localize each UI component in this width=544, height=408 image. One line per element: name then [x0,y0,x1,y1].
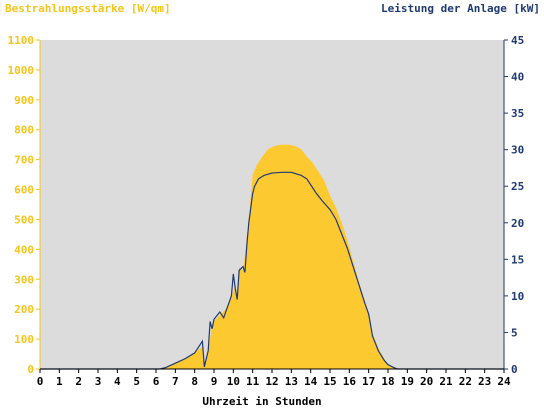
right-tick-label: 0 [511,363,518,376]
x-tick-label: 13 [285,375,298,388]
x-tick-label: 22 [459,375,472,388]
right-tick-label: 35 [511,107,524,120]
x-tick-label: 11 [246,375,260,388]
tick-label-layer: 0100200300400500600700800900100011000510… [8,34,525,388]
left-tick-label: 1100 [8,34,35,47]
right-tick-label: 45 [511,34,524,47]
left-tick-label: 0 [27,363,34,376]
x-tick-label: 3 [95,375,102,388]
left-tick-label: 600 [14,184,34,197]
x-tick-label: 9 [211,375,218,388]
right-axis-title: Leistung der Anlage [kW] [381,2,540,15]
left-tick-label: 1000 [8,64,35,77]
right-tick-label: 20 [511,217,524,230]
left-tick-label: 800 [14,124,34,137]
x-tick-label: 5 [133,375,140,388]
right-tick-label: 10 [511,290,524,303]
x-tick-label: 20 [420,375,433,388]
right-tick-label: 5 [511,326,518,339]
left-tick-label: 400 [14,243,34,256]
x-tick-label: 21 [439,375,453,388]
x-tick-label: 2 [75,375,82,388]
left-tick-label: 200 [14,303,34,316]
x-tick-label: 1 [56,375,63,388]
x-tick-label: 10 [227,375,240,388]
x-tick-label: 24 [497,375,511,388]
axis-layer [36,39,508,373]
x-tick-label: 18 [381,375,394,388]
left-tick-label: 100 [14,333,34,346]
left-tick-label: 700 [14,154,34,167]
left-tick-label: 900 [14,94,34,107]
x-axis-title: Uhrzeit in Stunden [202,395,321,408]
x-tick-label: 14 [304,375,318,388]
right-tick-label: 25 [511,180,524,193]
x-tick-label: 23 [478,375,491,388]
x-tick-label: 0 [37,375,44,388]
left-tick-label: 500 [14,213,34,226]
series-layer [40,144,504,370]
left-tick-label: 300 [14,273,34,286]
x-tick-label: 17 [362,375,375,388]
series-area-irradiance [40,144,504,369]
x-tick-label: 19 [401,375,414,388]
x-tick-label: 15 [323,375,336,388]
x-tick-label: 6 [153,375,160,388]
x-tick-label: 8 [191,375,198,388]
right-tick-label: 30 [511,144,524,157]
series-line-power [40,171,504,370]
right-tick-label: 15 [511,253,524,266]
left-axis-title: Bestrahlungsstärke [W/qm] [5,2,171,15]
x-tick-label: 16 [343,375,357,388]
x-tick-label: 7 [172,375,179,388]
x-tick-label: 12 [265,375,278,388]
x-tick-label: 4 [114,375,121,388]
right-tick-label: 40 [511,71,524,84]
